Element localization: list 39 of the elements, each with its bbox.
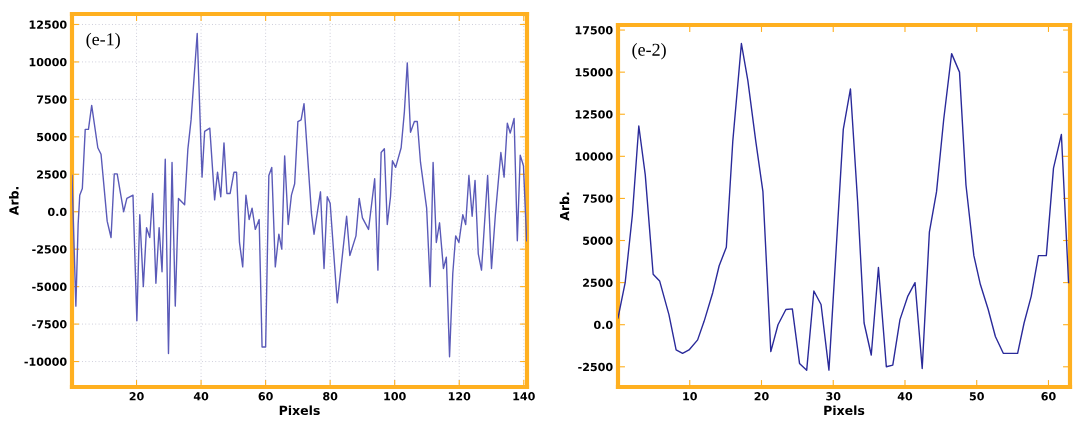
y-tick-label: 10000 bbox=[29, 57, 67, 67]
x-tick-label: 20 bbox=[129, 392, 144, 401]
y-tick-label: 7500 bbox=[36, 95, 67, 104]
x-tick-label: 40 bbox=[897, 392, 913, 401]
y-tick-label: 2500 bbox=[583, 278, 613, 287]
y-tick-label: -7500 bbox=[32, 320, 67, 329]
x-tick-label: 60 bbox=[258, 392, 273, 401]
x-axis-title: Pixels bbox=[824, 405, 865, 416]
y-tick-label: 12500 bbox=[29, 20, 67, 29]
y-tick-label: 15000 bbox=[575, 68, 613, 77]
y-tick-label: 7500 bbox=[582, 194, 613, 203]
x-tick-label: 20 bbox=[754, 392, 769, 401]
y-tick-label: -2500 bbox=[32, 245, 67, 254]
line-series bbox=[72, 32, 527, 358]
y-tick-label: 17500 bbox=[575, 26, 613, 35]
x-tick-label: 30 bbox=[826, 392, 841, 401]
x-tick-label: 10 bbox=[683, 392, 697, 401]
y-tick-label: 0.0 bbox=[47, 207, 67, 217]
x-tick-label: 120 bbox=[448, 392, 471, 401]
y-tick-label: 0.0 bbox=[593, 320, 613, 330]
y-axis-title: Arb. bbox=[9, 187, 19, 216]
y-tick-label: 5000 bbox=[37, 132, 67, 142]
annotation: (e-2) bbox=[632, 43, 666, 60]
x-tick-label: 140 bbox=[513, 392, 535, 401]
x-axis-title: Pixels bbox=[279, 405, 320, 416]
y-tick-label: -10000 bbox=[24, 357, 67, 366]
x-tick-label: 40 bbox=[193, 392, 209, 401]
y-tick-label: 10000 bbox=[575, 152, 613, 161]
y-tick-label: 5000 bbox=[583, 236, 613, 245]
x-tick-label: 100 bbox=[384, 392, 406, 401]
x-tick-label: 50 bbox=[969, 392, 984, 401]
x-tick-label: 60 bbox=[1041, 392, 1056, 401]
annotation: (e-1) bbox=[86, 32, 120, 50]
y-tick-label: 2500 bbox=[37, 170, 67, 179]
y-tick-label: 12500 bbox=[575, 110, 613, 119]
y-axis-title: Arb. bbox=[559, 192, 570, 221]
x-tick-label: 80 bbox=[323, 392, 338, 401]
y-tick-label: -5000 bbox=[32, 282, 67, 292]
y-tick-label: -2500 bbox=[578, 362, 613, 372]
